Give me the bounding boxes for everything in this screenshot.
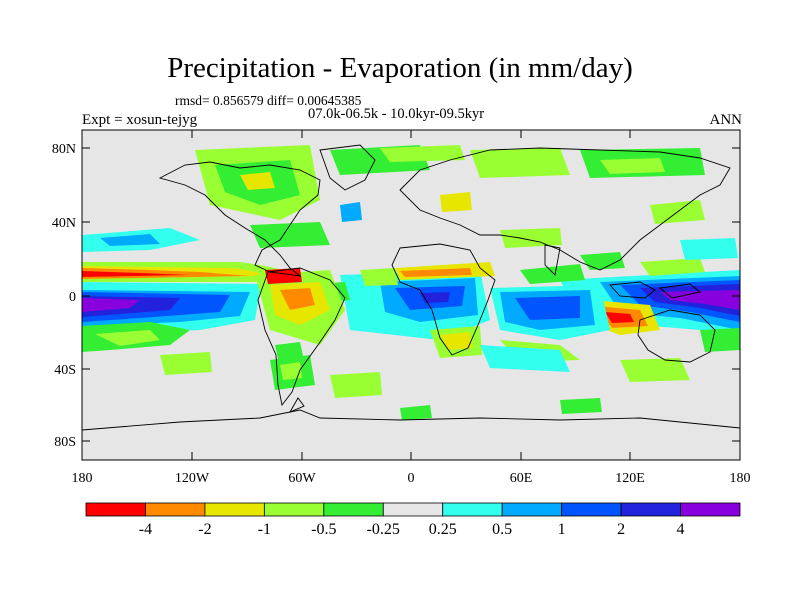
antarctica-coast <box>82 409 740 431</box>
lon-tick-label: 120E <box>615 471 645 486</box>
colorbar: -4 -2 -1 -0.5 -0.25 0.25 0.5 1 2 4 <box>85 502 741 538</box>
lon-tick-label: 120W <box>175 471 210 486</box>
northern-anomaly <box>82 145 738 260</box>
lat-tick-label: 40S <box>54 363 76 378</box>
colorbar-swatch <box>145 502 206 517</box>
colorbar-label: -0.25 <box>367 521 400 538</box>
south-america-coast <box>257 267 346 407</box>
colorbar-swatch <box>501 502 563 517</box>
lat-tick-label: 80N <box>52 142 76 157</box>
lon-tick-label: 180 <box>72 471 93 486</box>
maritime-continent-coast <box>609 281 702 299</box>
colorbar-swatch <box>442 502 503 517</box>
experiment-label: Expt = xosun-tejyg <box>82 112 198 128</box>
colorbar-swatch <box>204 502 265 517</box>
colorbar-swatch <box>680 502 741 517</box>
east-pacific-anomaly <box>82 262 290 352</box>
latitude-axis: 80N 40N 0 40S 80S <box>52 142 740 450</box>
indian-ocean-anomaly <box>490 264 610 362</box>
lat-tick-label: 80S <box>54 435 76 450</box>
southern-anomaly <box>160 328 740 420</box>
colorbar-swatch <box>85 502 146 517</box>
colorbar-swatch <box>620 502 681 517</box>
africa-coast <box>391 243 496 356</box>
colorbar-swatch <box>382 502 444 517</box>
coastlines <box>82 144 740 431</box>
colorbar-swatch <box>263 502 325 517</box>
eurasia-coast <box>399 147 731 271</box>
map-title: Precipitation - Evaporation (in mm/day) <box>167 52 633 84</box>
rmsd-diff-stats: rmsd= 0.856579 diff= 0.00645385 <box>175 93 362 108</box>
colorbar-label: 0.5 <box>492 521 512 538</box>
colorbar-label: 4 <box>677 521 685 538</box>
colorbar-label: -4 <box>139 521 152 538</box>
colorbar-swatch <box>323 502 384 517</box>
colorbar-label: -0.5 <box>311 521 336 538</box>
lon-tick-label: 180 <box>730 471 751 486</box>
colorbar-label: -2 <box>198 521 211 538</box>
colorbar-label: 0.25 <box>429 521 457 538</box>
longitude-axis: 180 120W 60W 0 60E 120E 180 <box>72 130 751 486</box>
colorbar-label: -1 <box>258 521 271 538</box>
north-america-coast <box>158 161 321 277</box>
map-panel <box>82 130 740 460</box>
lat-tick-label: 40N <box>52 216 76 231</box>
australia-coast <box>637 309 716 363</box>
period-label: 07.0k-06.5k - 10.0kyr-09.5kyr <box>308 106 485 122</box>
colorbar-swatch <box>561 502 622 517</box>
season-label: ANN <box>709 112 743 128</box>
colorbar-label: 2 <box>617 521 625 538</box>
colorbar-label: 1 <box>558 521 566 538</box>
lon-tick-label: 60E <box>510 471 533 486</box>
antarctic-peninsula-coast <box>288 397 305 413</box>
atlantic-africa-anomaly <box>300 262 495 358</box>
lon-tick-label: 60W <box>288 471 316 486</box>
south-america-anomaly <box>255 268 345 368</box>
greenland-coast <box>319 144 376 191</box>
lat-tick-label: 0 <box>69 290 76 305</box>
india-coast <box>544 244 561 276</box>
lon-tick-label: 0 <box>408 471 415 486</box>
